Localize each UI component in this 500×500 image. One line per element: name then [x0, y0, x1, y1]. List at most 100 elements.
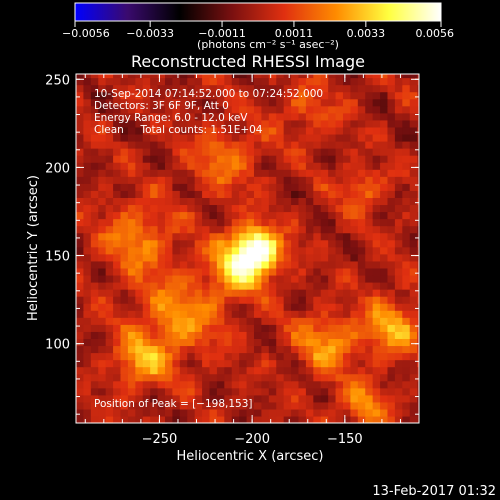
heatmap-cell: [120, 204, 129, 213]
heatmap-cell: [76, 331, 85, 339]
heatmap-cell: [202, 225, 211, 234]
heatmap-cell: [320, 253, 329, 262]
heatmap-cell: [231, 91, 240, 100]
heatmap-cell: [276, 119, 285, 128]
heatmap-cell: [90, 190, 99, 198]
heatmap-cell: [409, 190, 418, 198]
heatmap-cell: [387, 387, 396, 396]
heatmap-cell: [209, 253, 218, 262]
heatmap-cell: [372, 176, 381, 184]
heatmap-cell: [246, 140, 255, 149]
heatmap-cell: [172, 204, 181, 213]
annotation-clean-counts: Clean Total counts: 1.51E+04: [94, 124, 263, 136]
heatmap-cell: [313, 387, 322, 396]
heatmap-cell: [187, 345, 196, 354]
heatmap-cell: [253, 77, 263, 86]
heatmap-cell: [409, 211, 418, 220]
heatmap-cell: [157, 387, 166, 396]
heatmap-cell: [402, 183, 411, 191]
heatmap-cell: [231, 415, 240, 423]
heatmap-cell: [105, 74, 114, 79]
heatmap-cell: [164, 105, 174, 114]
heatmap-cell: [283, 155, 292, 163]
heatmap-cell: [402, 260, 411, 269]
heatmap-cell: [157, 260, 166, 269]
heatmap-cell: [113, 380, 122, 389]
heatmap-cell: [164, 401, 174, 410]
heatmap-cell: [380, 119, 389, 128]
heatmap-cell: [246, 239, 255, 248]
heatmap-cell: [365, 197, 374, 206]
heatmap-cell: [261, 155, 270, 163]
heatmap-cell: [172, 267, 181, 276]
heatmap-cell: [261, 148, 270, 156]
heatmap-cell: [261, 281, 270, 290]
heatmap-cell: [402, 155, 411, 163]
heatmap-cell: [187, 155, 196, 163]
heatmap-cell: [76, 310, 85, 318]
heatmap-cell: [216, 239, 225, 248]
heatmap-cell: [305, 225, 314, 234]
heatmap-cell: [202, 162, 211, 170]
heatmap-cell: [268, 317, 277, 325]
heatmap-cell: [216, 183, 225, 191]
heatmap-cell: [291, 74, 300, 79]
heatmap-cell: [209, 415, 218, 423]
heatmap-cell: [202, 119, 211, 128]
heatmap-cell: [372, 246, 381, 255]
heatmap-cell: [172, 345, 181, 354]
heatmap-cell: [357, 204, 366, 213]
heatmap-cell: [402, 296, 411, 304]
heatmap-cell: [365, 74, 374, 79]
heatmap-cell: [83, 303, 92, 311]
heatmap-cell: [83, 324, 92, 332]
heatmap-cell: [187, 77, 196, 86]
heatmap-cell: [291, 190, 300, 198]
heatmap-cell: [172, 190, 181, 198]
heatmap-cell: [291, 401, 300, 410]
heatmap-cell: [305, 394, 314, 403]
heatmap-cell: [194, 211, 203, 220]
heatmap-cell: [394, 204, 403, 213]
heatmap-cell: [261, 317, 270, 325]
heatmap-cell: [76, 289, 85, 297]
heatmap-cell: [350, 317, 359, 325]
heatmap-cell: [409, 260, 418, 269]
heatmap-cell: [320, 225, 329, 234]
heatmap-cell: [142, 401, 151, 410]
heatmap-cell: [253, 408, 263, 417]
heatmap-cell: [246, 338, 255, 347]
heatmap-cell: [150, 345, 159, 354]
heatmap-cell: [157, 77, 166, 86]
heatmap-cell: [342, 345, 351, 354]
heatmap-cell: [305, 211, 314, 220]
heatmap-cell: [202, 140, 211, 149]
heatmap-cell: [409, 359, 418, 368]
heatmap-cell: [216, 324, 225, 332]
heatmap-cell: [83, 197, 92, 206]
heatmap-cell: [350, 253, 359, 262]
heatmap-cell: [90, 373, 99, 382]
heatmap-cell: [372, 401, 381, 410]
heatmap-cell: [202, 133, 211, 142]
heatmap-cell: [187, 274, 196, 283]
heatmap-cell: [320, 415, 329, 423]
heatmap-cell: [76, 408, 85, 417]
heatmap-cell: [417, 338, 419, 347]
heatmap-cell: [313, 331, 322, 339]
heatmap-cell: [253, 232, 263, 241]
heatmap-cell: [105, 359, 114, 368]
heatmap-cell: [157, 183, 166, 191]
heatmap-cell: [76, 394, 85, 403]
heatmap-cell: [142, 176, 151, 184]
heatmap-cell: [357, 253, 366, 262]
heatmap-cell: [231, 77, 240, 86]
heatmap-cell: [305, 183, 314, 191]
heatmap-cell: [105, 324, 114, 332]
heatmap-cell: [417, 366, 419, 375]
heatmap-cell: [231, 253, 240, 262]
heatmap-cell: [231, 197, 240, 206]
heatmap-cell: [135, 246, 144, 255]
heatmap-cell: [261, 133, 270, 142]
heatmap-cell: [179, 267, 188, 276]
